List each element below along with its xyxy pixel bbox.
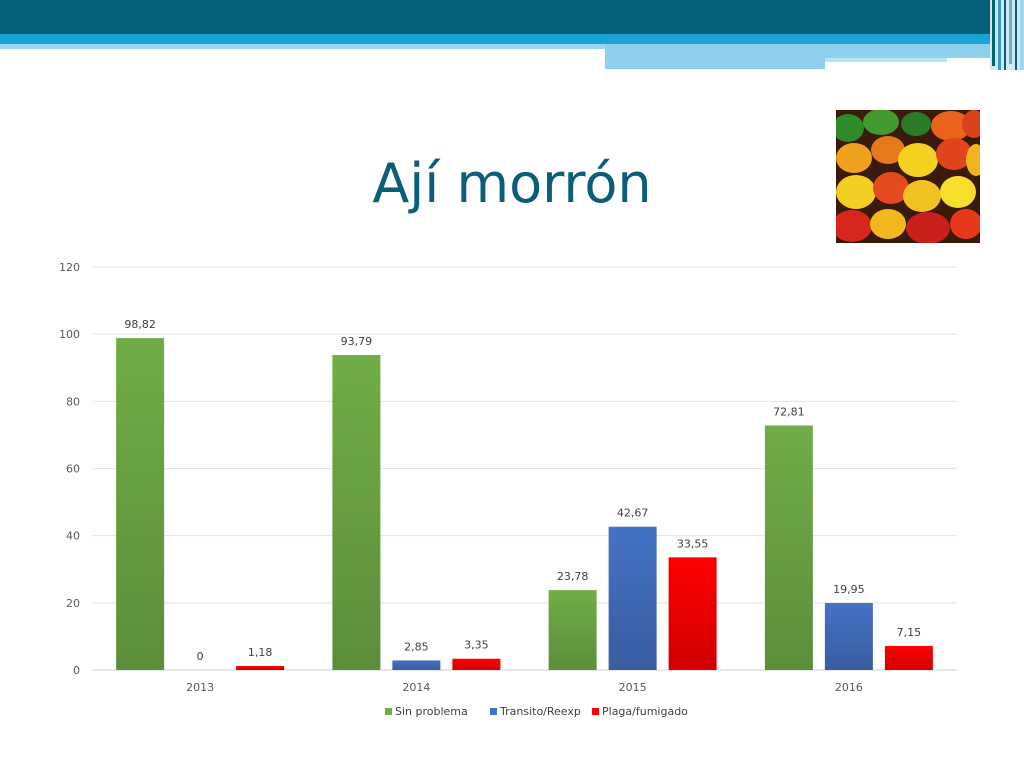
data-label: 23,78 [557, 570, 589, 583]
x-tick-label: 2014 [402, 681, 430, 694]
header-band [0, 0, 1024, 70]
y-tick-label: 20 [66, 597, 80, 610]
y-axis-ticks: 0 20 40 60 80 100 120 [59, 261, 80, 677]
bar-sin-problema-2016 [764, 425, 813, 670]
legend-swatch [385, 708, 392, 715]
legend: Sin problema Transito/Reexp Plaga/fumigado [385, 705, 688, 718]
bar-transito-reexp-2015 [608, 526, 657, 670]
data-label: 2,85 [404, 640, 429, 653]
data-label: 93,79 [341, 335, 373, 348]
bell-peppers-photo [836, 110, 980, 243]
data-label: 0 [197, 650, 204, 663]
x-tick-label: 2016 [835, 681, 863, 694]
y-tick-label: 120 [59, 261, 80, 274]
bar-plaga-fumigado-2015 [668, 557, 717, 670]
data-label: 98,82 [124, 318, 156, 331]
bar-chart: 0 20 40 60 80 100 120 98,82 0 1,18 93,79 2,85 3,35 2… [59, 261, 957, 718]
data-label: 72,81 [773, 405, 805, 418]
data-label: 7,15 [897, 626, 922, 639]
bar-plaga-fumigado-2014 [452, 658, 501, 670]
bar-transito-reexp-2014 [392, 660, 441, 670]
y-tick-label: 80 [66, 395, 80, 408]
data-label: 33,55 [677, 537, 709, 550]
bar-sin-problema-2013 [116, 338, 165, 670]
data-label: 19,95 [833, 583, 865, 596]
legend-swatch [490, 708, 497, 715]
legend-entry: Plaga/fumigado [602, 705, 688, 718]
legend-entry: Transito/Reexp [499, 705, 581, 718]
bar-plaga-fumigado-2016 [884, 645, 933, 670]
bar-plaga-fumigado-2013 [236, 666, 285, 670]
legend-entry: Sin problema [395, 705, 468, 718]
data-label: 3,35 [464, 639, 489, 652]
slide-title: Ají morrón [372, 152, 652, 215]
y-tick-label: 0 [73, 664, 80, 677]
y-tick-label: 60 [66, 463, 80, 476]
data-label: 42,67 [617, 507, 649, 520]
bar-sin-problema-2014 [332, 355, 381, 670]
bars: 98,82 0 1,18 93,79 2,85 3,35 23,78 42,67 33,55 72… [116, 318, 933, 670]
y-tick-label: 40 [66, 530, 80, 543]
x-axis-ticks: 2013 2014 2015 2016 [186, 681, 863, 694]
y-tick-label: 100 [59, 328, 80, 341]
x-tick-label: 2015 [619, 681, 647, 694]
legend-swatch [592, 708, 599, 715]
bar-transito-reexp-2016 [824, 603, 873, 670]
data-label: 1,18 [248, 646, 273, 659]
x-tick-label: 2013 [186, 681, 214, 694]
bar-sin-problema-2015 [548, 590, 597, 670]
